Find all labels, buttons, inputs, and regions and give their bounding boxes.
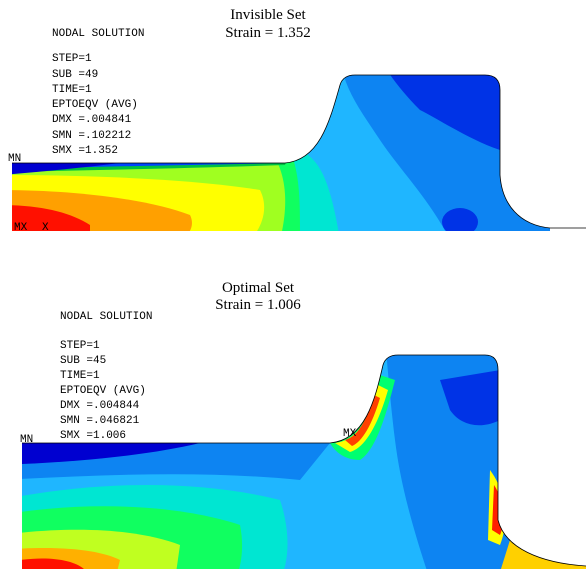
info-line: TIME=1 [52, 84, 92, 96]
panel-title: Optimal Set [222, 280, 295, 296]
min-label: MN [8, 153, 21, 165]
info-line: STEP=1 [52, 53, 92, 65]
info-line: SMX =1.006 [60, 430, 126, 442]
info-line: NODAL SOLUTION [60, 311, 152, 323]
info-line: SMN =.102212 [52, 130, 131, 142]
info-line: NODAL SOLUTION [52, 28, 144, 40]
info-line: EPTOEQV (AVG) [60, 385, 146, 397]
outline [22, 354, 586, 567]
info-line: DMX =.004841 [52, 114, 132, 126]
info-line: EPTOEQV (AVG) [52, 99, 138, 111]
info-line: SUB =49 [52, 69, 98, 81]
min-label: MN [20, 434, 33, 446]
info-line: DMX =.004844 [60, 400, 140, 412]
panel-subtitle: Strain = 1.352 [225, 25, 311, 41]
max-label: MX [343, 428, 357, 440]
outline [12, 74, 586, 229]
info-line: SMX =1.352 [52, 145, 118, 157]
info-line: TIME=1 [60, 370, 100, 382]
info-line: SMN =.046821 [60, 415, 140, 427]
info-line: SUB =45 [60, 355, 106, 367]
panel-title: Invisible Set [230, 7, 306, 23]
info-line: STEP=1 [60, 340, 100, 352]
axis-label: X [42, 222, 49, 234]
panel-subtitle: Strain = 1.006 [215, 297, 301, 313]
max-label: MX [14, 222, 28, 234]
